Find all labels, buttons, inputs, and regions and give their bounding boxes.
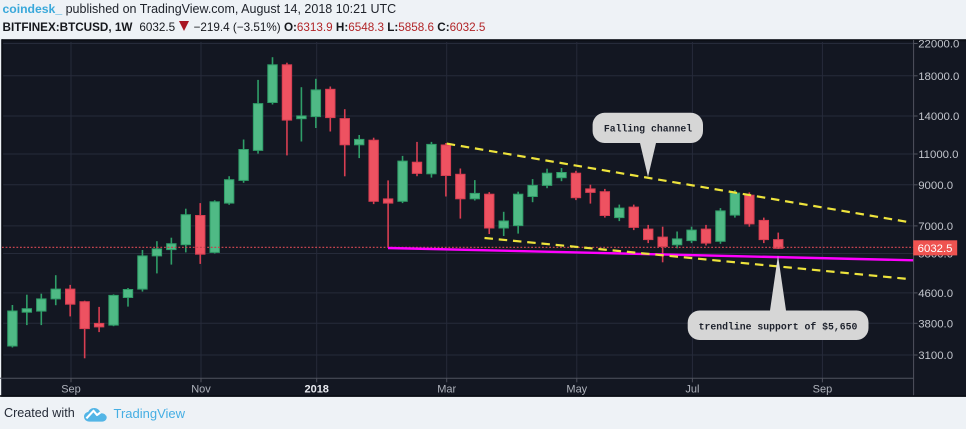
svg-text:3800.0: 3800.0 xyxy=(918,319,953,331)
svg-text:3100.0: 3100.0 xyxy=(918,350,953,362)
svg-text:11000.0: 11000.0 xyxy=(918,149,958,161)
svg-text:22000.0: 22000.0 xyxy=(918,39,959,51)
svg-text:7000.0: 7000.0 xyxy=(918,221,953,233)
svg-text:Sep: Sep xyxy=(813,384,833,396)
svg-text:Jul: Jul xyxy=(685,384,699,396)
svg-text:2018: 2018 xyxy=(304,384,328,396)
svg-text:4600.0: 4600.0 xyxy=(918,288,953,300)
svg-text:18000.0: 18000.0 xyxy=(918,71,959,83)
svg-text:Falling channel: Falling channel xyxy=(604,124,692,135)
svg-text:9000.0: 9000.0 xyxy=(918,180,953,192)
svg-text:Nov: Nov xyxy=(191,384,211,396)
svg-text:Mar: Mar xyxy=(437,384,456,396)
svg-text:Sep: Sep xyxy=(61,384,81,396)
svg-text:6032.5: 6032.5 xyxy=(918,243,953,255)
svg-text:May: May xyxy=(566,384,587,396)
svg-text:trendline support of $5,650: trendline support of $5,650 xyxy=(699,322,858,333)
svg-text:14000.0: 14000.0 xyxy=(918,111,959,123)
